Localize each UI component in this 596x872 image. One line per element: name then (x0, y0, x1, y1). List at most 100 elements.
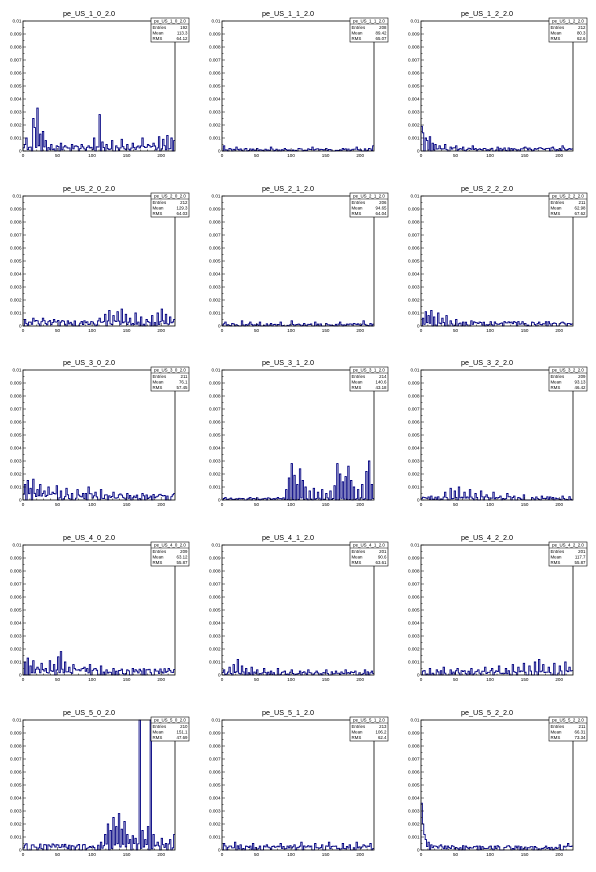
stats-value-mean: 117.7 (575, 555, 586, 560)
x-tick-label: 50 (254, 328, 260, 333)
panel-title: pe_US_4_0_2.0 (63, 533, 115, 542)
y-tick-label: 0.01 (212, 718, 221, 723)
y-tick-label: 0.005 (10, 259, 22, 264)
y-tick-label: 0.004 (209, 97, 221, 102)
stats-value-rms: 57.45 (177, 385, 189, 390)
x-tick-label: 0 (221, 502, 224, 507)
stats-value-rms: 62.4 (378, 735, 387, 740)
panel-title: pe_US_2_0_2.0 (63, 184, 115, 193)
x-tick-label: 50 (254, 677, 260, 682)
y-tick-label: 0.005 (10, 608, 22, 613)
x-tick-label: 200 (555, 502, 563, 507)
histogram-panel: pe_US_2_2_2.0 0 0.001 0.002 0.003 0.004 0.005 0… (408, 184, 588, 333)
stats-name: pe_US_5_2_2.0 (552, 718, 584, 723)
y-tick-label: 0.002 (10, 472, 22, 477)
y-tick-label: 0.003 (10, 634, 22, 639)
x-tick-label: 150 (123, 502, 131, 507)
stats-label-rms: RMS (551, 735, 561, 740)
stats-label-rms: RMS (153, 560, 163, 565)
histogram-panel: pe_US_5_2_2.0 0 0.001 0.002 0.003 0.004 0.005 0… (408, 708, 588, 857)
y-tick-label: 0.01 (13, 19, 22, 24)
x-tick-label: 50 (55, 153, 61, 158)
x-tick-label: 0 (420, 502, 423, 507)
y-tick-label: 0.001 (209, 485, 221, 490)
x-tick-label: 100 (486, 153, 494, 158)
y-tick-label: 0.003 (408, 110, 420, 115)
stats-value-mean: 129.3 (177, 206, 189, 211)
y-tick-label: 0.008 (209, 45, 221, 50)
y-tick-label: 0.008 (209, 220, 221, 225)
x-tick-label: 50 (254, 153, 260, 158)
x-tick-label: 0 (420, 328, 423, 333)
stats-label-entries: Entries (352, 724, 366, 729)
x-tick-label: 100 (88, 502, 96, 507)
y-tick-label: 0.008 (10, 394, 22, 399)
x-tick-label: 100 (88, 852, 96, 857)
stats-value-entries: 209 (578, 374, 586, 379)
y-tick-label: 0.008 (209, 744, 221, 749)
x-tick-label: 200 (356, 153, 364, 158)
stats-value-mean: 106.2 (376, 730, 388, 735)
stats-label-rms: RMS (551, 36, 561, 41)
stats-label-mean: Mean (551, 555, 563, 560)
stats-box-frame (349, 366, 389, 392)
y-tick-label: 0.003 (209, 459, 221, 464)
y-tick-label: 0.009 (10, 207, 22, 212)
histogram-series (22, 478, 175, 501)
y-tick-label: 0.003 (209, 285, 221, 290)
y-tick-label: 0.006 (209, 420, 221, 425)
stats-name: pe_US_4_2_2.0 (552, 543, 584, 548)
x-tick-label: 150 (521, 328, 529, 333)
y-tick-label: 0.01 (411, 194, 420, 199)
stats-value-rms: 63.61 (376, 560, 388, 565)
x-tick-label: 150 (123, 677, 131, 682)
stats-label-mean: Mean (352, 206, 364, 211)
y-tick-label: 0.007 (408, 757, 420, 762)
y-tick-label: 0.001 (408, 485, 420, 490)
stats-name: pe_US_2_2_2.0 (552, 194, 584, 199)
stats-box-frame (150, 366, 190, 392)
y-tick-label: 0.004 (10, 97, 22, 102)
stats-label-mean: Mean (153, 730, 165, 735)
stats-label-mean: Mean (153, 380, 165, 385)
stats-label-mean: Mean (153, 555, 165, 560)
x-tick-label: 100 (88, 677, 96, 682)
stats-value-rms: 64.04 (376, 211, 388, 216)
y-tick-label: 0.002 (10, 298, 22, 303)
histogram-panel: pe_US_1_0_2.0 0 0.001 0.002 0.003 0.004 0.005 0… (10, 9, 190, 158)
panel-title: pe_US_3_2_2.0 (461, 358, 513, 367)
stats-value-mean: 66.31 (575, 730, 587, 735)
x-tick-label: 100 (88, 328, 96, 333)
y-tick-label: 0.006 (209, 770, 221, 775)
y-tick-label: 0 (19, 324, 22, 329)
y-tick-label: 0 (218, 149, 221, 154)
y-tick-label: 0.008 (408, 220, 420, 225)
y-tick-label: 0.008 (408, 45, 420, 50)
stats-value-rms: 62.6 (577, 36, 586, 41)
y-tick-label: 0.004 (10, 796, 22, 801)
y-tick-label: 0.004 (209, 272, 221, 277)
stats-label-entries: Entries (551, 724, 565, 729)
x-tick-label: 150 (322, 677, 330, 682)
y-tick-label: 0.006 (408, 770, 420, 775)
x-tick-label: 200 (555, 328, 563, 333)
y-tick-label: 0.009 (10, 381, 22, 386)
y-tick-label: 0.009 (408, 32, 420, 37)
y-tick-label: 0.01 (13, 194, 22, 199)
stats-value-entries: 212 (578, 25, 586, 30)
stats-value-rms: 73.34 (575, 735, 587, 740)
y-tick-label: 0.007 (408, 233, 420, 238)
y-tick-label: 0 (417, 848, 420, 853)
x-tick-label: 50 (55, 677, 61, 682)
y-tick-label: 0.01 (13, 718, 22, 723)
x-tick-label: 0 (22, 328, 25, 333)
stats-box-frame (150, 192, 190, 218)
y-tick-label: 0.003 (408, 809, 420, 814)
y-tick-label: 0.004 (10, 272, 22, 277)
x-tick-label: 150 (322, 852, 330, 857)
stats-value-entries: 201 (578, 549, 586, 554)
panel-title: pe_US_2_1_2.0 (262, 184, 314, 193)
y-tick-label: 0 (417, 498, 420, 503)
y-tick-label: 0.01 (212, 543, 221, 548)
